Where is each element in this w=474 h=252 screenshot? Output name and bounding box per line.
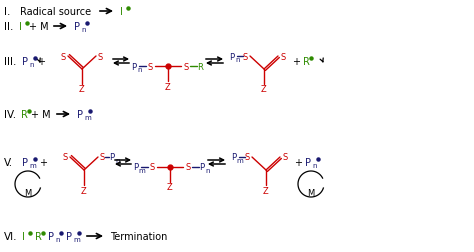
Text: S: S: [97, 52, 103, 61]
Text: S: S: [63, 153, 68, 162]
Text: m: m: [84, 115, 91, 120]
Text: P: P: [231, 153, 237, 162]
Text: n: n: [55, 236, 60, 242]
Text: n: n: [81, 27, 85, 33]
Text: m: m: [73, 236, 80, 242]
Text: P: P: [22, 158, 28, 167]
Text: I: I: [120, 7, 123, 17]
Text: R: R: [303, 57, 310, 67]
Text: R: R: [21, 110, 28, 119]
Text: m: m: [138, 167, 146, 173]
Text: Z: Z: [165, 82, 171, 91]
Text: S: S: [147, 62, 153, 71]
Text: +: +: [294, 158, 302, 167]
Text: P: P: [109, 153, 115, 162]
Text: S: S: [245, 153, 250, 162]
Text: II.: II.: [4, 22, 13, 32]
Text: P: P: [200, 163, 205, 172]
Text: +: +: [37, 57, 45, 67]
Text: m: m: [29, 162, 36, 168]
Text: III.: III.: [4, 57, 17, 67]
Text: + M: + M: [31, 110, 51, 119]
Text: M: M: [24, 188, 32, 197]
Text: IV.: IV.: [4, 110, 16, 119]
Text: + M: + M: [29, 22, 49, 32]
Text: Z: Z: [263, 186, 269, 195]
Text: Z: Z: [79, 85, 85, 94]
Text: S: S: [149, 163, 155, 172]
Text: S: S: [183, 62, 189, 71]
Text: Z: Z: [167, 183, 173, 192]
Text: S: S: [281, 52, 286, 61]
Text: P: P: [305, 158, 311, 167]
Text: V.: V.: [4, 158, 13, 167]
Text: S: S: [100, 153, 105, 162]
Text: P: P: [66, 231, 72, 241]
Text: P: P: [74, 22, 80, 32]
Text: P: P: [77, 110, 83, 119]
Text: S: S: [60, 52, 65, 61]
Text: Termination: Termination: [110, 231, 167, 241]
Text: +: +: [292, 57, 300, 67]
Text: Radical source: Radical source: [20, 7, 91, 17]
Text: n: n: [138, 67, 142, 73]
Text: n: n: [236, 57, 240, 63]
Text: Z: Z: [81, 186, 87, 195]
Text: P: P: [48, 231, 54, 241]
Text: n: n: [312, 162, 317, 168]
Text: VI.: VI.: [4, 231, 18, 241]
Text: S: S: [283, 153, 288, 162]
Text: S: S: [242, 52, 247, 61]
Text: I: I: [22, 231, 25, 241]
Text: n: n: [29, 62, 34, 68]
Text: P: P: [134, 163, 138, 172]
Text: P: P: [22, 57, 28, 67]
Text: S: S: [185, 163, 191, 172]
Text: M: M: [307, 188, 315, 197]
Text: n: n: [206, 167, 210, 173]
Text: Z: Z: [261, 85, 267, 94]
Text: P: P: [131, 62, 137, 71]
Text: I: I: [19, 22, 22, 32]
Text: R: R: [197, 62, 203, 71]
Text: P: P: [229, 52, 235, 61]
Text: I.: I.: [4, 7, 10, 17]
Text: m: m: [237, 158, 243, 163]
Text: R: R: [35, 231, 42, 241]
Text: +: +: [39, 158, 47, 167]
Text: n: n: [116, 158, 120, 163]
